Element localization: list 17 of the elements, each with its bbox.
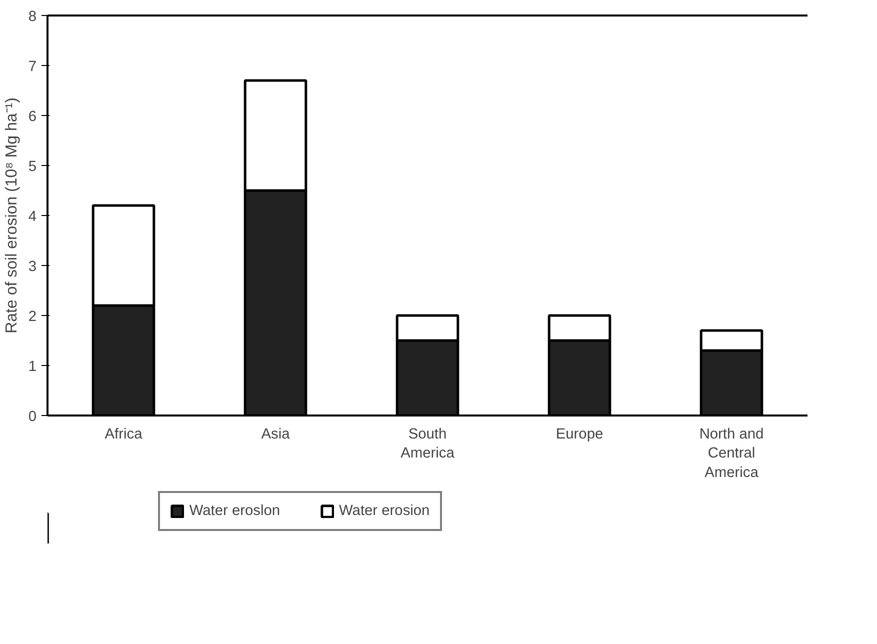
y-tick-label: 1 <box>28 359 37 375</box>
x-tick-label: South America <box>400 426 456 462</box>
y-tick-label: 4 <box>28 209 37 225</box>
y-tick-label: 3 <box>28 259 37 275</box>
x-tick-label: North and Central America <box>699 426 764 481</box>
y-tick-label: 8 <box>28 9 37 25</box>
legend-label: Water eroslon <box>189 503 280 519</box>
y-tick-label: 0 <box>28 409 37 425</box>
x-tick-label: Asia <box>261 426 291 442</box>
y-tick-label: 6 <box>28 109 37 125</box>
x-tick-label: Europe <box>556 426 604 442</box>
y-tick-label: 5 <box>28 159 37 175</box>
x-tick-label: Africa <box>104 426 144 442</box>
y-tick-label: 7 <box>28 59 37 75</box>
y-tick-label: 2 <box>28 309 37 325</box>
y-axis-title: Rate of soil erosion (10⁸ Mg ha⁻¹) <box>3 98 20 334</box>
legend-label: Water erosion <box>339 503 430 519</box>
